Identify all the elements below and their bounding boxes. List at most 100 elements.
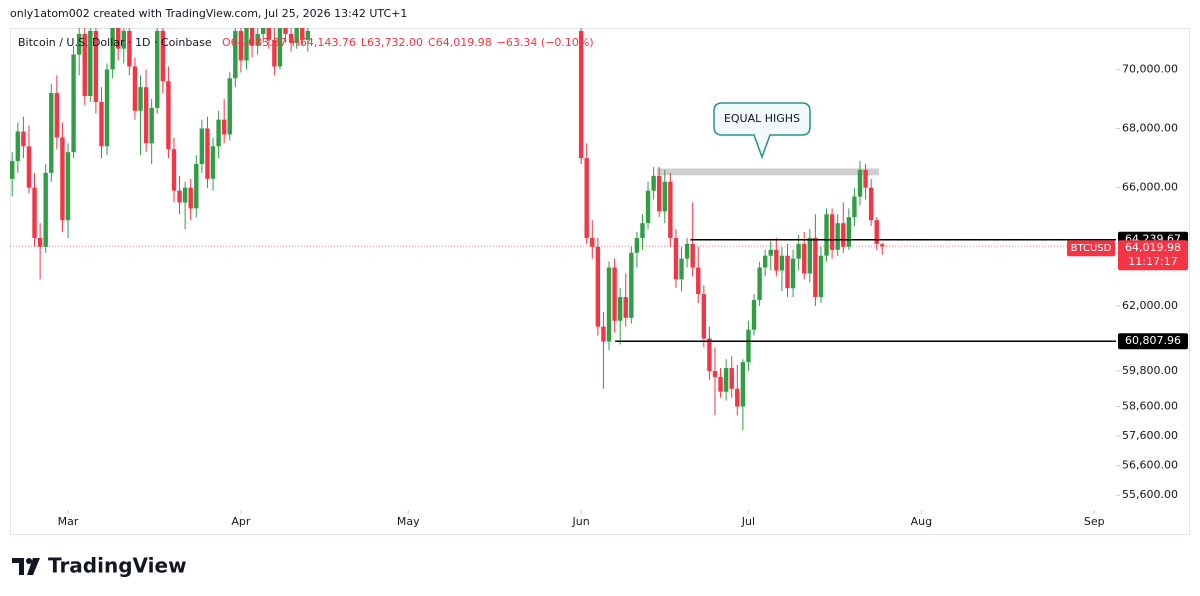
price-line-tag bbox=[1118, 333, 1188, 350]
plot: 55,600.00 56,600.00 57,600.00 58,600.00 59,8… bbox=[10, 28, 1188, 528]
candle-body bbox=[104, 69, 110, 147]
y-tick-label: 59,800.00 bbox=[1122, 364, 1178, 377]
y-tick-label: 62,000.00 bbox=[1122, 299, 1178, 312]
x-tick-label: Aug bbox=[911, 515, 932, 528]
candle-body bbox=[76, 33, 82, 55]
candle-body bbox=[623, 297, 628, 318]
candle-body bbox=[578, 30, 584, 159]
candle-body bbox=[662, 181, 667, 212]
candle-body bbox=[668, 181, 673, 238]
candle-body bbox=[277, 28, 283, 67]
brand: TradingView bbox=[48, 554, 187, 578]
candle-body bbox=[768, 249, 773, 256]
countdown-label: 11:17:17 bbox=[1128, 255, 1177, 268]
candle-body bbox=[171, 149, 177, 191]
candle-body bbox=[818, 255, 824, 298]
price-line-label: 60,807.96 bbox=[1125, 334, 1181, 347]
x-tick-label: Mar bbox=[58, 515, 79, 528]
last-price-tag bbox=[1118, 240, 1188, 271]
candle-body bbox=[813, 237, 818, 298]
x-tick-label: Jul bbox=[741, 515, 755, 528]
candle-body bbox=[110, 28, 115, 70]
candle-body bbox=[37, 237, 43, 247]
candle-body bbox=[701, 294, 707, 339]
candle-body bbox=[807, 237, 813, 274]
chart-frame bbox=[10, 28, 1190, 535]
candle-body bbox=[160, 30, 166, 82]
candle-body bbox=[166, 81, 171, 150]
candle-body bbox=[143, 87, 149, 144]
logo: TradingView bbox=[12, 554, 187, 578]
candle-body bbox=[785, 255, 790, 289]
callout: EQUAL HIGHS bbox=[713, 102, 811, 160]
candle-body bbox=[868, 187, 874, 221]
candle-body bbox=[188, 187, 193, 209]
ohlc-legend: L63,732.00 bbox=[361, 36, 423, 49]
candle-body bbox=[606, 267, 612, 342]
candle-body bbox=[757, 267, 762, 301]
candle-body bbox=[740, 362, 746, 407]
candle-body bbox=[824, 214, 829, 256]
candle-body bbox=[26, 146, 32, 188]
candle-body bbox=[863, 169, 868, 188]
candle-body bbox=[288, 33, 294, 43]
candle-body bbox=[590, 237, 595, 247]
symbol-tag bbox=[1067, 240, 1115, 257]
x-tick-label: May bbox=[397, 515, 420, 528]
x-tick-label: Jun bbox=[572, 515, 590, 528]
candle-body bbox=[723, 368, 729, 392]
candle-body bbox=[790, 258, 796, 289]
y-tick-label: 70,000.00 bbox=[1122, 62, 1178, 75]
candle-body bbox=[272, 39, 277, 67]
candle-body bbox=[679, 258, 684, 280]
candle-body bbox=[21, 131, 26, 147]
candle-body bbox=[138, 87, 143, 111]
candle-body bbox=[718, 376, 723, 392]
candle-body bbox=[54, 93, 60, 138]
candle-body bbox=[841, 223, 846, 247]
y-tick-label: 66,000.00 bbox=[1122, 181, 1178, 194]
candle-body bbox=[707, 338, 712, 372]
candle-body bbox=[601, 326, 606, 342]
candle-body bbox=[266, 28, 271, 40]
candle-body bbox=[177, 190, 182, 203]
plot-area bbox=[10, 28, 1116, 431]
candle-body bbox=[249, 28, 255, 46]
x-tick-label: Sep bbox=[1084, 515, 1105, 528]
candle-body bbox=[261, 28, 266, 34]
candle-body bbox=[194, 164, 199, 209]
y-tick-label: 55,600.00 bbox=[1122, 488, 1178, 501]
callout-bubble bbox=[713, 102, 811, 160]
candle-body bbox=[182, 187, 188, 203]
y-tick-label: 57,600.00 bbox=[1122, 429, 1178, 442]
candle-body bbox=[99, 101, 104, 147]
candle-body bbox=[645, 190, 651, 224]
symbol-label: BTCUSD bbox=[1071, 243, 1112, 254]
candle-body bbox=[49, 93, 54, 173]
candle-body bbox=[88, 30, 93, 97]
candle-body bbox=[294, 28, 299, 43]
candle-body bbox=[640, 223, 645, 238]
candle-body bbox=[255, 33, 260, 46]
candle-body bbox=[65, 152, 71, 221]
header: only1atom002 created with TradingView.co… bbox=[10, 7, 407, 20]
ohlc-legend: O64,083.37 bbox=[222, 36, 287, 49]
candle-body bbox=[684, 243, 690, 259]
candle-body bbox=[43, 172, 48, 247]
ohlc-legend: −63.34 (−0.10%) bbox=[497, 36, 594, 49]
last-price-label: 64,019.98 bbox=[1125, 241, 1181, 254]
candle-body bbox=[835, 223, 840, 250]
candle-body bbox=[874, 220, 879, 244]
candle-body bbox=[762, 255, 768, 268]
candle-body bbox=[584, 158, 589, 238]
candle-body bbox=[305, 30, 311, 40]
candle-body bbox=[116, 28, 121, 49]
candle-body bbox=[712, 371, 718, 377]
candle-body bbox=[880, 244, 885, 247]
candle-body bbox=[216, 119, 221, 147]
candle-body bbox=[221, 119, 227, 135]
candle-body bbox=[283, 28, 288, 34]
candle-body bbox=[629, 252, 634, 318]
y-tick-label: 56,600.00 bbox=[1122, 459, 1178, 472]
candle-body bbox=[93, 30, 99, 102]
